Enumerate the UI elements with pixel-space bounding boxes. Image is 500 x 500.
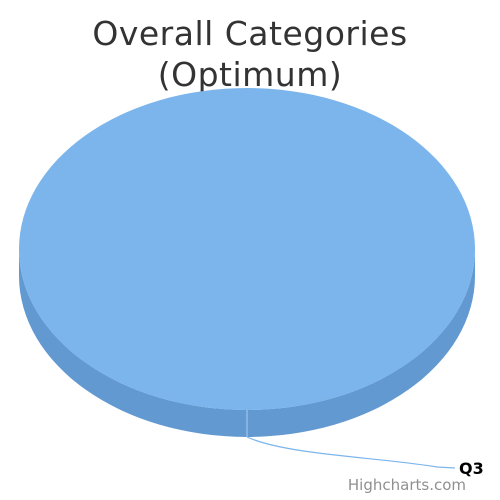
data-label-q3: Q3: [459, 459, 484, 478]
pie-slice-side-q3: [19, 249, 475, 437]
data-label-connector-q3: [246, 436, 456, 469]
chart-title-line2: (Optimum): [157, 55, 343, 94]
pie-slices-group: [19, 88, 475, 437]
credits-link[interactable]: Highcharts.com: [348, 476, 466, 494]
chart-title-line1: Overall Categories: [92, 14, 408, 53]
chart-title: Overall Categories (Optimum): [0, 13, 500, 95]
pie-slice-q3[interactable]: [19, 88, 475, 410]
data-labels-group: Q3: [246, 436, 484, 478]
